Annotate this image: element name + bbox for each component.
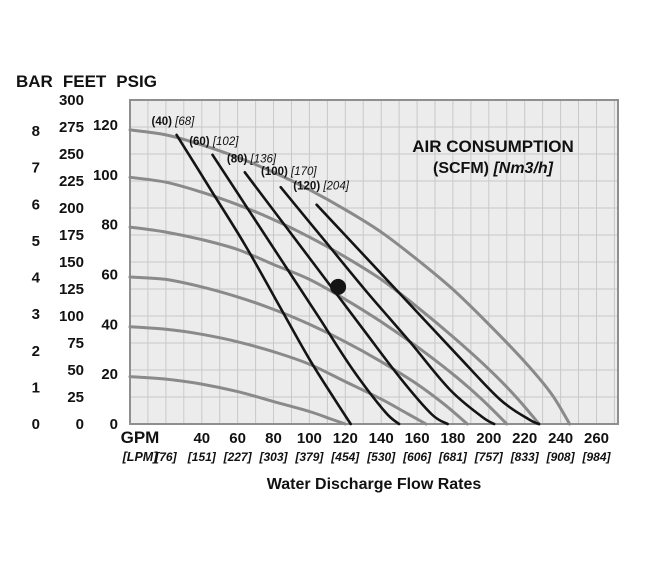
lpm-tick-label: [151] <box>187 450 217 464</box>
lpm-tick-label: [76] <box>154 450 177 464</box>
lpm-unit-label: [LPM] <box>122 450 159 464</box>
feet-tick-label: 0 <box>76 416 84 433</box>
bar-tick-label: 5 <box>32 233 40 250</box>
bar-tick-label: 3 <box>32 306 40 323</box>
gpm-tick-label: 140 <box>369 430 394 447</box>
plot-border <box>129 99 619 425</box>
feet-tick-label: 125 <box>59 281 84 298</box>
air-curve-label: (80) [136] <box>227 153 277 165</box>
feet-tick-label: 300 <box>59 92 84 109</box>
psig-tick-label: 20 <box>101 366 118 383</box>
lpm-tick-label: [908] <box>546 450 576 464</box>
left-axis-labels: 3002752502252001751501251007550250120100… <box>32 92 118 433</box>
bar-tick-label: 0 <box>32 416 40 433</box>
lpm-tick-label: [984] <box>581 450 611 464</box>
feet-unit-label: FEET <box>62 72 107 91</box>
lpm-tick-label: [227] <box>223 450 253 464</box>
pressure-curve-40psig <box>128 325 428 426</box>
pressure-curve-80psig <box>128 225 509 426</box>
grid-lines <box>130 100 618 424</box>
lpm-tick-label: [757] <box>474 450 504 464</box>
gpm-tick-label: 220 <box>512 430 537 447</box>
gpm-tick-label: 260 <box>584 430 609 447</box>
gpm-tick-label: 120 <box>333 430 358 447</box>
feet-tick-label: 275 <box>59 119 84 136</box>
lpm-tick-label: [833] <box>510 450 540 464</box>
chart-title: AIR CONSUMPTION (SCFM) [Nm3/h] <box>392 136 594 180</box>
air-curve-60scfm <box>211 153 401 426</box>
feet-tick-label: 175 <box>59 227 84 244</box>
air-consumption-title: AIR CONSUMPTION <box>412 137 574 156</box>
air-curve-40scfm <box>175 133 352 426</box>
feet-tick-label: 150 <box>59 254 84 271</box>
pressure-curve-120psig <box>128 128 572 426</box>
gpm-tick-label: 40 <box>193 430 210 447</box>
air-curve-100scfm <box>279 185 496 426</box>
air-curve-120scfm <box>315 203 541 426</box>
feet-tick-label: 100 <box>59 308 84 325</box>
gpm-tick-label: 160 <box>405 430 430 447</box>
psig-tick-label: 80 <box>101 217 118 234</box>
gpm-tick-label: 240 <box>548 430 573 447</box>
y-axis-units-header: BAR FEET PSIG <box>16 72 157 92</box>
bar-tick-label: 2 <box>32 343 40 360</box>
air-consumption-curves <box>175 133 541 426</box>
gpm-tick-label: 180 <box>440 430 465 447</box>
feet-tick-label: 200 <box>59 200 84 217</box>
lpm-tick-label: [379] <box>294 450 324 464</box>
pressure-curve-100psig <box>128 175 541 426</box>
gpm-tick-label: 60 <box>229 430 246 447</box>
feet-tick-label: 250 <box>59 146 84 163</box>
lpm-tick-label: [303] <box>258 450 288 464</box>
air-curve-label: (40) [68] <box>152 116 196 128</box>
pressure-curve-20psig <box>128 375 347 426</box>
air-curve-80scfm <box>243 171 449 426</box>
lpm-tick-label: [530] <box>366 450 396 464</box>
psig-tick-label: 0 <box>110 416 118 433</box>
x-axis-labels: GPM [LPM] 40 60 80 100 120 140 160 180 200 220 240 26… <box>121 428 612 464</box>
psig-unit-label: PSIG <box>116 72 157 91</box>
nm3h-unit-label: [Nm3/h] <box>493 160 553 177</box>
gpm-tick-label: 100 <box>297 430 322 447</box>
lpm-tick-label: [681] <box>438 450 468 464</box>
gpm-tick-label: 80 <box>265 430 282 447</box>
pressure-curve-60psig <box>128 275 469 426</box>
bar-tick-label: 4 <box>32 270 41 287</box>
air-curve-label: (120) [204] <box>293 181 349 193</box>
bar-tick-label: 8 <box>32 123 40 140</box>
discharge-pressure-curves <box>128 128 572 426</box>
air-consumption-units: (SCFM) [Nm3/h] <box>392 158 594 180</box>
lpm-tick-label: [606] <box>402 450 432 464</box>
gpm-unit-label: GPM <box>121 428 160 447</box>
bar-tick-label: 6 <box>32 196 40 213</box>
gpm-tick-label: 200 <box>476 430 501 447</box>
psig-tick-label: 100 <box>93 167 118 184</box>
scfm-unit-label: (SCFM) <box>433 160 489 177</box>
feet-tick-label: 75 <box>67 335 84 352</box>
psig-tick-label: 120 <box>93 117 118 134</box>
bar-tick-label: 7 <box>32 160 40 177</box>
bar-unit-label: BAR <box>16 72 53 91</box>
psig-tick-label: 40 <box>101 316 118 333</box>
operating-point-marker <box>330 278 347 295</box>
psig-tick-label: 60 <box>101 267 118 284</box>
lpm-tick-label: [454] <box>330 450 360 464</box>
feet-tick-label: 225 <box>59 173 84 190</box>
feet-tick-label: 25 <box>67 389 84 406</box>
bar-tick-label: 1 <box>32 379 40 396</box>
x-axis-caption: Water Discharge Flow Rates <box>266 476 482 493</box>
air-curve-label: (60) [102] <box>189 136 239 148</box>
air-curve-label: (100) [170] <box>261 166 317 178</box>
feet-tick-label: 50 <box>67 362 84 379</box>
